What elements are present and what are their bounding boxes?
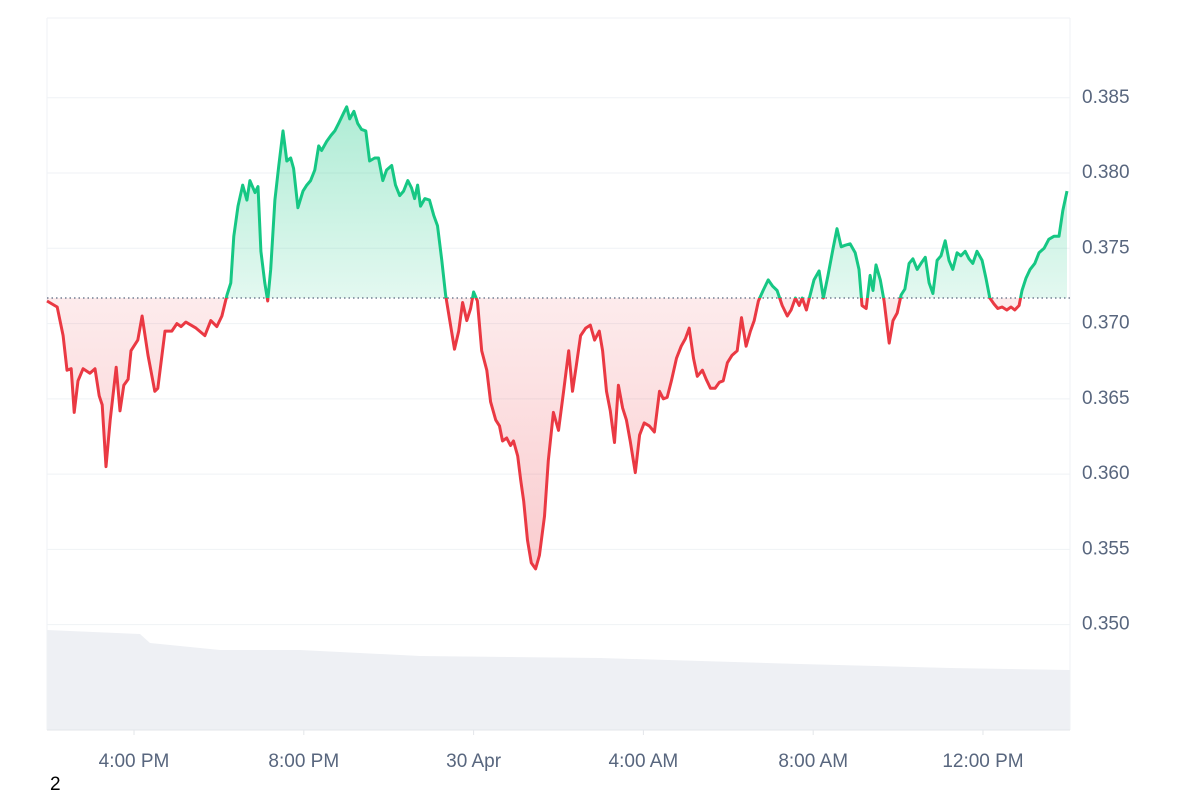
x-tick-label: 12:00 PM — [942, 751, 1023, 772]
y-tick-label: 0.355 — [1082, 538, 1130, 559]
x-tick-label: 8:00 PM — [268, 751, 339, 772]
y-tick-label: 0.360 — [1082, 463, 1130, 484]
footnote: 2 — [50, 774, 61, 795]
x-tick-label: 4:00 PM — [99, 751, 170, 772]
y-tick-label: 0.350 — [1082, 614, 1130, 635]
y-tick-label: 0.385 — [1082, 87, 1130, 108]
y-tick-label: 0.380 — [1082, 162, 1130, 183]
y-tick-label: 0.375 — [1082, 237, 1130, 258]
price-line — [46, 105, 1069, 571]
x-tick-label: 4:00 AM — [609, 751, 679, 772]
x-tick-label: 8:00 AM — [778, 751, 848, 772]
x-tick-label: 30 Apr — [446, 751, 502, 772]
y-tick-label: 0.370 — [1082, 313, 1130, 334]
volume-area — [47, 630, 1070, 730]
y-tick-label: 0.365 — [1082, 388, 1130, 409]
area-fill — [47, 106, 1067, 569]
